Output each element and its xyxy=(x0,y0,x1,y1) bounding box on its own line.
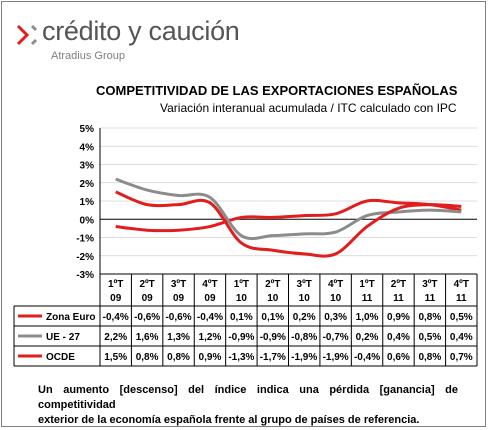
x-tick-label: 10 xyxy=(267,293,279,304)
data-label: 0,2% xyxy=(356,332,379,343)
x-tick-label: 11 xyxy=(456,293,467,304)
series-line-1 xyxy=(115,177,462,241)
brand-subtitle: Atradius Group xyxy=(51,50,125,62)
chart-title: COMPETITIVIDAD DE LAS EXPORTACIONES ESPA… xyxy=(96,83,458,98)
x-tick-label: 09 xyxy=(142,293,154,304)
data-label: -1,9% xyxy=(323,352,349,363)
x-tick-label: 4ºT xyxy=(328,279,343,290)
x-tick-label: 1ºT xyxy=(359,279,374,290)
data-label: -0,6% xyxy=(134,312,160,323)
x-tick-label: 2ºT xyxy=(391,279,406,290)
data-label: -0,4% xyxy=(197,312,223,323)
y-tick-label: -2% xyxy=(76,252,94,263)
data-label: 1,2% xyxy=(199,332,222,343)
data-label: 0,1% xyxy=(230,312,253,323)
data-label: 0,4% xyxy=(450,332,473,343)
x-tick-label: 2ºT xyxy=(265,279,280,290)
x-tick-label: 3ºT xyxy=(171,279,186,290)
y-tick-label: 0% xyxy=(80,215,95,226)
x-tick-label: 1ºT xyxy=(108,279,123,290)
data-label: 0,5% xyxy=(450,312,473,323)
x-tick-label: 11 xyxy=(362,293,373,304)
data-label: -0,4% xyxy=(103,312,129,323)
data-label: 0,2% xyxy=(293,312,316,323)
x-tick-label: 11 xyxy=(425,293,436,304)
y-tick-label: -3% xyxy=(76,270,94,281)
x-tick-label: 09 xyxy=(173,293,185,304)
x-tick-label: 11 xyxy=(393,293,404,304)
chevron-logo-icon xyxy=(16,24,38,46)
legend-label: UE - 27 xyxy=(46,332,80,343)
brand-name: crédito y caución xyxy=(42,16,240,46)
data-label: 0,8% xyxy=(167,352,190,363)
y-tick-label: 2% xyxy=(80,179,95,190)
x-tick-label: 4ºT xyxy=(454,279,469,290)
y-tick-label: 3% xyxy=(80,161,95,172)
x-tick-label: 10 xyxy=(330,293,342,304)
data-label: 2,2% xyxy=(104,332,127,343)
data-label: 0,8% xyxy=(418,312,441,323)
data-label: 0,7% xyxy=(450,352,473,363)
data-label: 0,3% xyxy=(324,312,347,323)
x-tick-label: 09 xyxy=(110,293,122,304)
data-label: 0,6% xyxy=(387,352,410,363)
footnote-line-1: Un aumento [descenso] del índice indica … xyxy=(38,384,458,411)
y-tick-label: 4% xyxy=(80,142,95,153)
data-label: 0,9% xyxy=(199,352,222,363)
data-label: 0,1% xyxy=(261,312,284,323)
data-label: 0,9% xyxy=(387,312,410,323)
legend-label: Zona Euro xyxy=(46,312,95,323)
y-tick-label: -1% xyxy=(76,234,94,245)
data-label: -0,6% xyxy=(165,312,191,323)
x-tick-label: 4ºT xyxy=(202,279,217,290)
x-tick-label: 10 xyxy=(236,293,248,304)
data-label: 1,0% xyxy=(356,312,379,323)
data-label: -1,3% xyxy=(228,352,254,363)
footnote-line-2: exterior de la economía española frente … xyxy=(38,414,420,426)
brand-logo: crédito y caución Atradius Group xyxy=(14,14,274,64)
x-tick-label: 10 xyxy=(299,293,311,304)
footnote: Un aumento [descenso] del índice indica … xyxy=(38,383,458,428)
data-label: -0,4% xyxy=(354,352,380,363)
legend-label: OCDE xyxy=(46,352,75,363)
chart-subtitle: Variación interanual acumulada / ITC cal… xyxy=(160,101,457,115)
data-label: 1,6% xyxy=(136,332,159,343)
data-label: -0,8% xyxy=(291,332,317,343)
data-label: 0,8% xyxy=(136,352,159,363)
data-label: -1,9% xyxy=(291,352,317,363)
series-line-2 xyxy=(115,190,462,258)
data-label: -0,9% xyxy=(260,332,286,343)
data-label: 1,5% xyxy=(104,352,127,363)
x-tick-label: 2ºT xyxy=(139,279,154,290)
series-line-0 xyxy=(115,198,462,233)
x-tick-label: 09 xyxy=(204,293,216,304)
line-chart: 5% 4% 3% 2% 1% 0% -1% -2% -3% 1ºT 09 2ºT 09 3ºT 09 4ºT 0… xyxy=(13,124,478,367)
data-label: 0,8% xyxy=(418,352,441,363)
data-label: -0,7% xyxy=(323,332,349,343)
x-tick-label: 1ºT xyxy=(234,279,249,290)
data-label: -1,7% xyxy=(260,352,286,363)
data-label: 0,5% xyxy=(418,332,441,343)
x-tick-label: 3ºT xyxy=(297,279,312,290)
data-label: 0,4% xyxy=(387,332,410,343)
x-tick-label: 3ºT xyxy=(422,279,437,290)
data-label: 1,3% xyxy=(167,332,190,343)
y-tick-label: 5% xyxy=(80,124,95,135)
y-tick-label: 1% xyxy=(80,197,95,208)
data-label: -0,9% xyxy=(228,332,254,343)
